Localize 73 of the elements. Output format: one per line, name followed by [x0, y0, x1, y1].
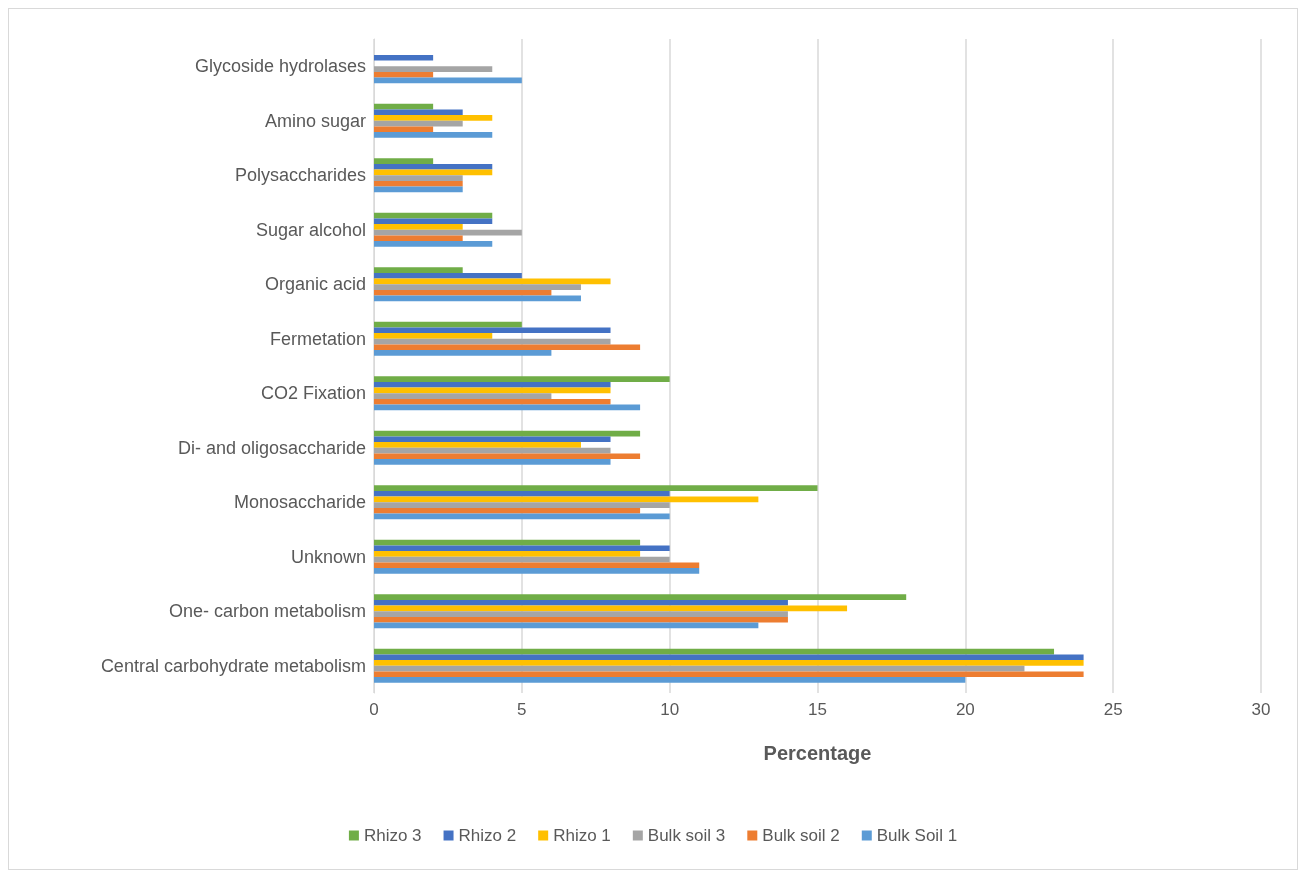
- bar: [374, 109, 463, 116]
- bar: [374, 284, 581, 290]
- bar: [374, 333, 493, 339]
- x-tick-label: 15: [808, 700, 827, 719]
- bar: [374, 654, 1084, 661]
- y-tick-label: One- carbon metabolism: [168, 601, 366, 622]
- bar: [374, 132, 493, 138]
- bar: [374, 616, 788, 623]
- x-tick-label: 5: [517, 700, 527, 719]
- y-tick-label: Fermetation: [269, 328, 366, 349]
- bar: [374, 393, 552, 399]
- bar: [374, 660, 1084, 666]
- bar: [374, 175, 463, 181]
- x-tick-label: 25: [1103, 700, 1123, 719]
- bar: [374, 66, 493, 72]
- y-tick-label: CO2 Fixation: [260, 383, 366, 404]
- legend-label: Bulk Soil 1: [876, 826, 958, 845]
- bar: [374, 71, 434, 78]
- bar: [374, 562, 700, 569]
- y-tick-label: Sugar alcohol: [255, 219, 366, 240]
- x-tick-label: 0: [369, 700, 379, 719]
- bar: [374, 442, 581, 448]
- y-tick-label: Amino sugar: [264, 110, 366, 131]
- legend-label: Bulk soil 3: [647, 826, 726, 845]
- x-tick-label: 20: [955, 700, 975, 719]
- bar: [374, 551, 641, 557]
- legend-label: Bulk soil 2: [762, 826, 840, 845]
- bar: [374, 350, 552, 356]
- bar: [374, 507, 641, 514]
- y-tick-label: Monosaccharide: [233, 492, 366, 513]
- bar: [374, 272, 522, 279]
- y-tick-label: Unknown: [290, 546, 366, 567]
- bar: [374, 54, 434, 61]
- bar: [374, 218, 493, 225]
- bar: [374, 224, 463, 230]
- bar: [374, 594, 907, 600]
- y-tick-label: Polysaccharides: [234, 165, 366, 186]
- bar: [374, 398, 611, 405]
- bar: [374, 235, 463, 242]
- bar: [374, 381, 611, 388]
- bar: [374, 158, 434, 164]
- x-tick-label: 30: [1251, 700, 1271, 719]
- bar: [374, 436, 611, 443]
- bar: [374, 126, 434, 133]
- bar: [374, 485, 818, 491]
- y-tick-label: Glycoside hydrolases: [194, 56, 366, 77]
- bar: [374, 267, 463, 273]
- bar: [374, 327, 611, 334]
- bar: [374, 453, 641, 460]
- bar: [374, 611, 788, 617]
- bar: [374, 376, 670, 382]
- bar: [374, 459, 611, 465]
- legend-label: Rhizo 2: [458, 826, 517, 845]
- bar: [374, 344, 641, 351]
- y-tick-label: Di- and oligosaccharide: [177, 437, 366, 458]
- bar: [374, 545, 670, 552]
- bar: [374, 502, 670, 508]
- bar: [374, 568, 700, 574]
- bar: [374, 241, 493, 247]
- x-tick-label: 10: [660, 700, 680, 719]
- bar: [374, 115, 493, 121]
- bar: [374, 677, 966, 683]
- bar: [374, 180, 463, 187]
- bar: [374, 490, 670, 497]
- y-tick-label: Central carbohydrate metabolism: [100, 655, 366, 676]
- bar: [374, 289, 552, 296]
- bar: [374, 671, 1084, 678]
- bar: [374, 599, 788, 606]
- legend-label: Rhizo 3: [363, 826, 422, 845]
- y-tick-label: Organic acid: [264, 274, 366, 295]
- x-axis-title: Percentage: [763, 742, 872, 764]
- bar: [374, 163, 493, 170]
- legend-label: Rhizo 1: [553, 826, 611, 845]
